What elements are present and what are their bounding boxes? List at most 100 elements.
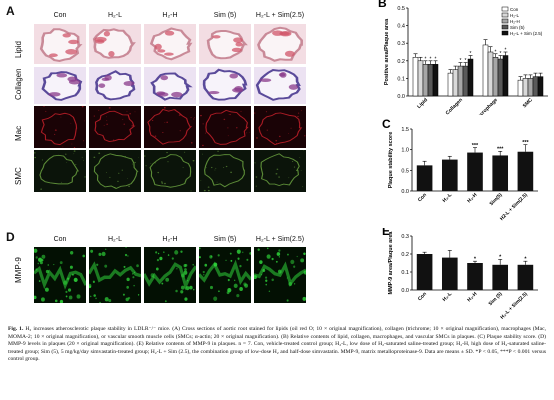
panel-a-column-header: H₂-L + Sim(2.5): [255, 12, 305, 19]
panel-a-column-header: H₂-L: [108, 12, 122, 19]
chart-b-significance: *: [460, 58, 462, 64]
chart-b-bar-h-h-collagen: [457, 65, 464, 97]
chart-e-category-label: Sim (5): [488, 291, 504, 307]
chart-b-category-label: Collagen: [445, 97, 464, 115]
panel-d-letter: D: [6, 230, 15, 244]
chart-e-category-label: H₂-L + Sim(2.5): [499, 291, 529, 321]
chart-b-significance: *: [505, 48, 507, 54]
chart-b-y-tick-label: 0.2: [397, 59, 405, 65]
histology-image: [89, 106, 141, 148]
chart-e-bar-sim-5: [492, 264, 509, 290]
chart-c-y-tick-label: 1.5: [401, 127, 409, 133]
chart-b-y-tick-label: 0.0: [397, 94, 405, 100]
panel-a-column-header: Con: [53, 12, 67, 19]
chart-b-bar-h-h-macrophage: [492, 57, 499, 97]
histology-image: [144, 150, 196, 192]
chart-e-y-tick-label: 0.2: [401, 252, 409, 258]
chart-b-legend-label: H₂-H: [510, 19, 520, 24]
chart-e-bar-h-l-sim-2-5: [517, 264, 534, 290]
chart-c-panel-letter: C: [382, 117, 391, 131]
chart-b-panel-letter: B: [378, 0, 387, 10]
chart-b-bar-sim-5-macrophage: [497, 58, 504, 97]
chart-e-significance: *: [524, 256, 527, 262]
chart-b-bar-h-l-smc: [522, 78, 529, 97]
chart-b-bar-con-lipid: [412, 57, 419, 97]
chart-e-significance: *: [499, 255, 502, 261]
histology-image: [34, 150, 86, 192]
panel-d-column-header: H₂-L: [108, 236, 122, 243]
chart-b-legend-label: H₂-L + Sim (2.5): [510, 31, 543, 36]
chart-e-panel-letter: E: [382, 228, 390, 238]
chart-b-significance: *: [495, 49, 497, 55]
chart-b-category-label: Lipid: [416, 97, 429, 110]
figure-caption: Fig. 1. H₂ increases atherosclerotic pla…: [8, 326, 546, 364]
chart-b-bar-h-h-lipid: [422, 64, 429, 97]
chart-b-legend-swatch: [501, 18, 509, 24]
histology-image: [254, 106, 306, 148]
chart-e-y-axis-label: MMP-9 area/Plaque area: [388, 231, 394, 295]
mmp9-image: [254, 247, 306, 303]
chart-b-legend-label: H₂-L: [510, 13, 519, 18]
histology-image: [89, 67, 141, 104]
chart-c-bar-con: [416, 165, 433, 191]
chart-e-category-label: H₂-H: [466, 291, 478, 303]
chart-c-significance: ***: [497, 147, 504, 153]
chart-b-bar-sim-5-lipid: [427, 64, 434, 97]
histology-image: [89, 24, 141, 64]
chart-b-bar-sim-5-collagen: [462, 65, 469, 97]
chart-b-bar-con-collagen: [447, 72, 454, 97]
chart-b-y-tick-label: 0.5: [397, 6, 405, 12]
chart-b-significance: *: [435, 56, 437, 62]
chart-c-y-tick-label: 1.0: [401, 148, 409, 154]
panel-d-column-header: Sim (5): [213, 236, 237, 243]
histology-image: [34, 67, 86, 104]
chart-b-bar-h-l-sim-2-5-collagen: [467, 58, 474, 97]
chart-b-svg: 0.0 0.1 0.2 0.3 0.4 0.5 Positive area/Plaque a…: [378, 0, 548, 122]
histology-image: [34, 24, 86, 64]
caption-text: H₂ increases atherosclerotic plaque stab…: [8, 326, 546, 363]
panel-d-column-header: H₂-L + Sim(2.5): [255, 236, 305, 243]
histology-image: [199, 150, 251, 192]
chart-b-bar-h-l-sim-2-5-smc: [537, 76, 544, 97]
panel-d-column-header: H₂-H: [162, 236, 178, 243]
chart-c-category-label: Sim(5): [489, 192, 504, 207]
histology-image: [34, 106, 86, 148]
chart-c-bar-h2-l-sim-2-5: [517, 151, 534, 191]
chart-b-legend-swatch: [501, 6, 509, 12]
chart-c-category-label: H₂-L: [442, 192, 454, 204]
histology-image: [254, 150, 306, 192]
chart-b-significance: *: [430, 56, 432, 62]
chart-b-y-axis-label: Positive area/Plaque area: [384, 18, 390, 85]
chart-b-y-tick-label: 0.1: [397, 76, 405, 82]
chart-c-category-label: H₂-H: [466, 192, 478, 204]
chart-b-legend-swatch: [501, 30, 509, 36]
chart-b-bar-sim-5-smc: [532, 76, 539, 97]
chart-b-category-label: SMC: [522, 97, 534, 109]
caption-lead: Fig. 1.: [8, 326, 24, 332]
panel-a-column-header: Sim (5): [213, 12, 237, 19]
chart-c-significance: ***: [472, 143, 479, 149]
chart-e-significance: *: [474, 256, 477, 262]
chart-b-bar-h-l-sim-2-5-macrophage: [502, 55, 509, 97]
chart-c-bar-sim-5: [492, 155, 509, 191]
chart-b-y-tick-label: 0.3: [397, 41, 405, 47]
chart-b-bar-h-l-collagen: [452, 69, 459, 97]
chart-b-bar-h-l-lipid: [417, 60, 424, 97]
chart-b-legend-label: Sim (5): [510, 25, 525, 30]
chart-b-significance: *: [470, 51, 472, 57]
histology-image: [254, 67, 306, 104]
chart-c-y-tick-label: 0.5: [401, 168, 409, 174]
chart-b-bar-con-macrophage: [482, 44, 489, 97]
chart-b-category-label: Macrophage: [474, 97, 499, 115]
chart-e-bar-h-h: [467, 263, 483, 290]
chart-e-bar-h-l: [441, 257, 458, 290]
mmp9-image: [89, 247, 141, 303]
chart-c-y-tick-label: 0.0: [401, 189, 409, 195]
panel-a-row-label-smc: SMC: [14, 167, 23, 185]
chart-b-bar-h-l-macrophage: [487, 51, 494, 97]
chart-b-legend-swatch: [501, 24, 509, 30]
histology-image: [199, 24, 251, 64]
chart-b-significance: *: [425, 56, 427, 62]
chart-e: 0.0 0.1 0.2 0.3 MMP-9 area/Plaque area E * * * Co…: [372, 224, 554, 324]
